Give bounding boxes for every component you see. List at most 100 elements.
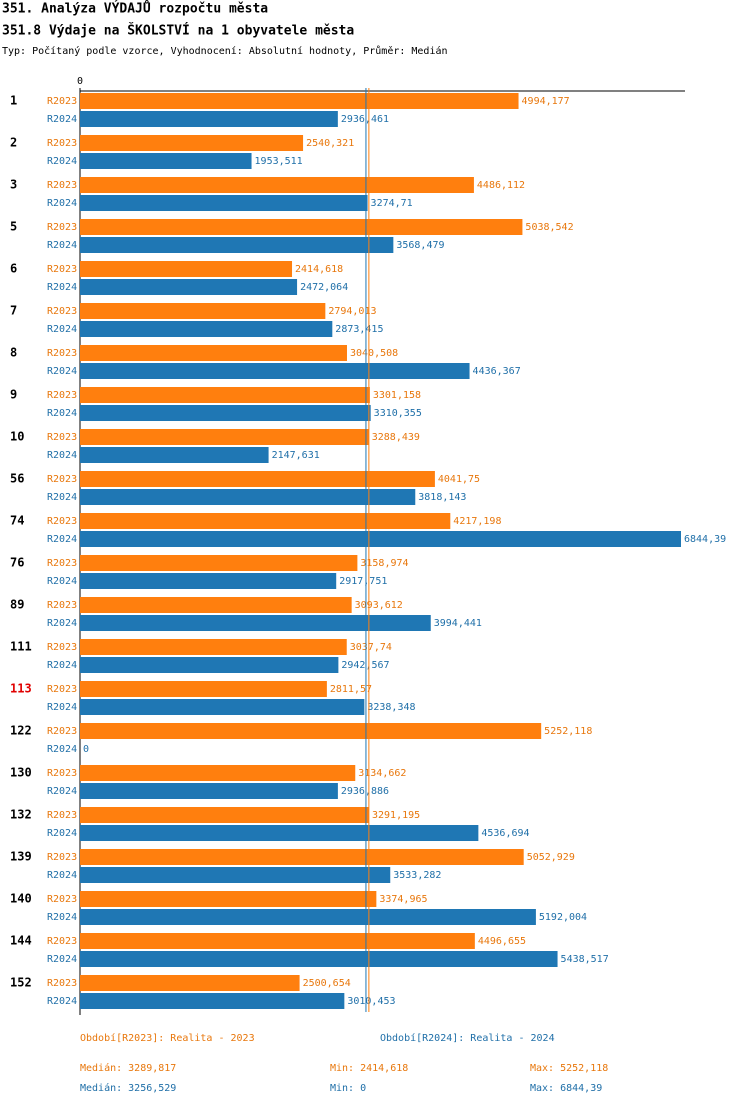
series-label: R2023 <box>47 390 77 401</box>
value-label: 3568,479 <box>396 240 444 251</box>
series-label: R2023 <box>47 264 77 275</box>
category-label: 89 <box>10 598 24 612</box>
category-label: 144 <box>10 934 32 948</box>
category-label: 113 <box>10 682 32 696</box>
category-label: 1 <box>10 94 17 108</box>
bar <box>80 219 523 235</box>
bar <box>80 177 474 193</box>
value-label: 3093,612 <box>355 600 403 611</box>
category-label: 76 <box>10 556 24 570</box>
bar <box>80 531 681 547</box>
category-label: 8 <box>10 346 17 360</box>
bar <box>80 363 470 379</box>
bar <box>80 993 345 1009</box>
value-label: 2472,064 <box>300 282 348 293</box>
legend-entry: Období[R2023]: Realita - 2023 <box>80 1032 255 1044</box>
value-label: 2873,415 <box>335 324 383 335</box>
value-label: 5038,542 <box>525 222 573 233</box>
median-stat: Medián: 3289,817 <box>80 1062 176 1074</box>
series-label: R2024 <box>47 198 77 209</box>
series-label: R2024 <box>47 240 77 251</box>
max-stat: Max: 5252,118 <box>530 1063 608 1074</box>
value-label: 3010,453 <box>347 996 395 1007</box>
value-label: 3037,74 <box>350 642 392 653</box>
bar <box>80 723 542 739</box>
value-label: 3994,441 <box>434 618 482 629</box>
value-label: 3288,439 <box>372 432 420 443</box>
series-label: R2024 <box>47 744 77 755</box>
value-label: 4496,655 <box>478 936 526 947</box>
category-label: 122 <box>10 724 32 738</box>
series-label: R2024 <box>47 618 77 629</box>
value-label: 5192,004 <box>539 912 587 923</box>
bar <box>80 597 352 613</box>
bar <box>80 471 435 487</box>
category-label: 9 <box>10 388 17 402</box>
series-label: R2023 <box>47 600 77 611</box>
series-label: R2024 <box>47 576 77 587</box>
value-label: 4041,75 <box>438 474 480 485</box>
min-stat: Min: 0 <box>330 1083 366 1094</box>
series-label: R2023 <box>47 810 77 821</box>
bar <box>80 657 339 673</box>
median-stat: Medián: 3256,529 <box>80 1082 176 1094</box>
bar <box>80 699 365 715</box>
category-label: 140 <box>10 892 32 906</box>
series-label: R2023 <box>47 348 77 359</box>
value-label: 2917,751 <box>339 576 387 587</box>
bar <box>80 933 475 949</box>
bar <box>80 135 304 151</box>
series-label: R2024 <box>47 156 77 167</box>
bar <box>80 849 524 865</box>
series-label: R2024 <box>47 912 77 923</box>
bar <box>80 195 368 211</box>
value-label: 3291,195 <box>372 810 420 821</box>
value-label: 2540,321 <box>306 138 354 149</box>
bar <box>80 783 338 799</box>
series-label: R2023 <box>47 432 77 443</box>
value-label: 3274,71 <box>371 198 413 209</box>
value-label: 3818,143 <box>418 492 466 503</box>
chart-subtitle: 351.8 Výdaje na ŠKOLSTVÍ na 1 obyvatele … <box>2 23 354 39</box>
category-label: 2 <box>10 136 17 150</box>
series-label: R2024 <box>47 324 77 335</box>
series-label: R2023 <box>47 978 77 989</box>
bar <box>80 387 370 403</box>
series-label: R2024 <box>47 408 77 419</box>
series-label: R2024 <box>47 702 77 713</box>
value-label: 2811,57 <box>330 684 372 695</box>
category-label: 152 <box>10 976 32 990</box>
series-label: R2023 <box>47 894 77 905</box>
min-stat: Min: 2414,618 <box>330 1063 408 1074</box>
bar <box>80 489 416 505</box>
value-label: 3374,965 <box>379 894 427 905</box>
value-label: 4536,694 <box>481 828 529 839</box>
bar <box>80 951 558 967</box>
legend-entry: Období[R2024]: Realita - 2024 <box>380 1032 555 1044</box>
series-label: R2024 <box>47 534 77 545</box>
series-label: R2024 <box>47 996 77 1007</box>
series-label: R2024 <box>47 282 77 293</box>
bar <box>80 807 369 823</box>
category-label: 56 <box>10 472 24 486</box>
series-label: R2023 <box>47 474 77 485</box>
value-label: 3310,355 <box>374 408 422 419</box>
bar <box>80 405 371 421</box>
series-label: R2023 <box>47 768 77 779</box>
category-label: 7 <box>10 304 17 318</box>
series-label: R2024 <box>47 366 77 377</box>
bar <box>80 975 300 991</box>
series-label: R2023 <box>47 936 77 947</box>
bar <box>80 345 347 361</box>
series-label: R2024 <box>47 450 77 461</box>
series-label: R2024 <box>47 492 77 503</box>
bar <box>80 615 431 631</box>
chart-title: 351. Analýza VÝDAJŮ rozpočtu města <box>2 1 268 17</box>
category-label: 74 <box>10 514 24 528</box>
bar <box>80 279 298 295</box>
category-label: 139 <box>10 850 32 864</box>
bar <box>80 447 269 463</box>
series-label: R2023 <box>47 306 77 317</box>
